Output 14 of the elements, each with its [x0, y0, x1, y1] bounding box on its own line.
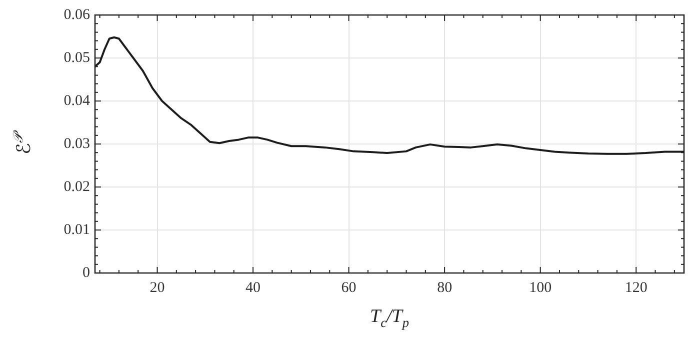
x-tick-label: 120	[624, 280, 648, 296]
y-tick-label: 0.01	[64, 222, 90, 238]
y-tick-label: 0.03	[64, 136, 90, 152]
x-tick-label: 100	[529, 280, 552, 296]
x-tick-label: 40	[246, 280, 261, 296]
y-tick-label: 0.02	[64, 178, 90, 195]
x-tick-label: 60	[341, 280, 356, 296]
y-tick-label: 0.05	[64, 50, 90, 66]
x-tick-label: 20	[150, 280, 165, 296]
y-tick-label: 0	[82, 264, 90, 281]
y-axis-title: ℰ𝒫	[10, 130, 35, 154]
y-tick-label: 0.06	[64, 6, 90, 23]
y-tick-label: 0.04	[64, 92, 90, 109]
x-tick-label: 80	[437, 280, 452, 296]
